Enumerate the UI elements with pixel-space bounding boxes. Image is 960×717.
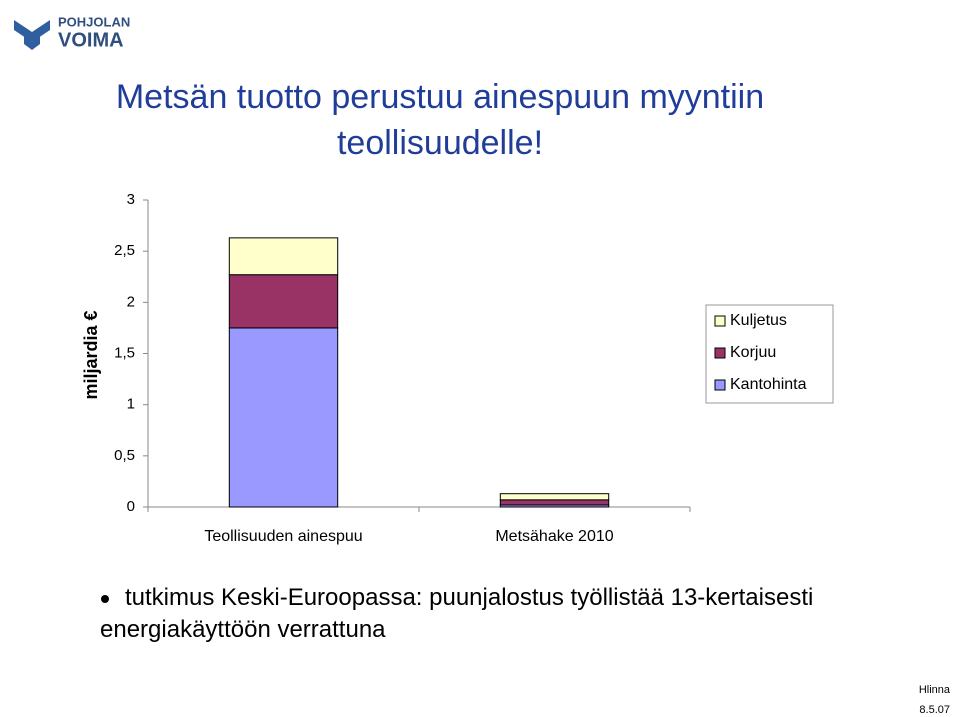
y-tick-label: 1,5 bbox=[114, 344, 135, 361]
footer-author: Hlinna bbox=[919, 684, 951, 696]
legend-swatch bbox=[714, 379, 726, 391]
bar-segment bbox=[228, 327, 339, 508]
x-tick-label: Teollisuuden ainespuu bbox=[204, 528, 362, 545]
logo-mark bbox=[14, 20, 50, 50]
x-tick-label: Metsähake 2010 bbox=[495, 528, 613, 545]
bar-segment bbox=[228, 274, 339, 329]
y-tick-label: 3 bbox=[127, 191, 135, 208]
bar-segment bbox=[499, 499, 610, 506]
y-tick-label: 0 bbox=[127, 498, 135, 515]
legend-label: Kuljetus bbox=[730, 312, 787, 329]
bar-segment bbox=[228, 237, 339, 276]
legend-swatch bbox=[714, 315, 726, 327]
logo-text: VOIMA bbox=[58, 29, 124, 51]
bullet-text: tutkimus Keski-Euroopassa: puunjalostus … bbox=[100, 584, 814, 643]
logo-text: POHJOLAN bbox=[58, 14, 130, 29]
y-tick-label: 2,5 bbox=[114, 242, 135, 259]
legend-label: Kantohinta bbox=[730, 376, 807, 393]
legend-box bbox=[705, 304, 834, 404]
y-tick-label: 2 bbox=[127, 293, 135, 310]
footer-date: 8.5.07 bbox=[919, 704, 950, 716]
y-tick-label: 1 bbox=[127, 396, 135, 413]
bar-segment bbox=[499, 493, 610, 501]
y-axis-label: miljardia € bbox=[81, 310, 101, 399]
y-tick-label: 0,5 bbox=[114, 447, 135, 464]
legend-label: Korjuu bbox=[730, 344, 776, 361]
legend-swatch bbox=[714, 347, 726, 359]
bullet-dot bbox=[101, 595, 109, 603]
slide-title: Metsän tuotto perustuu ainespuun myyntii… bbox=[115, 78, 765, 162]
